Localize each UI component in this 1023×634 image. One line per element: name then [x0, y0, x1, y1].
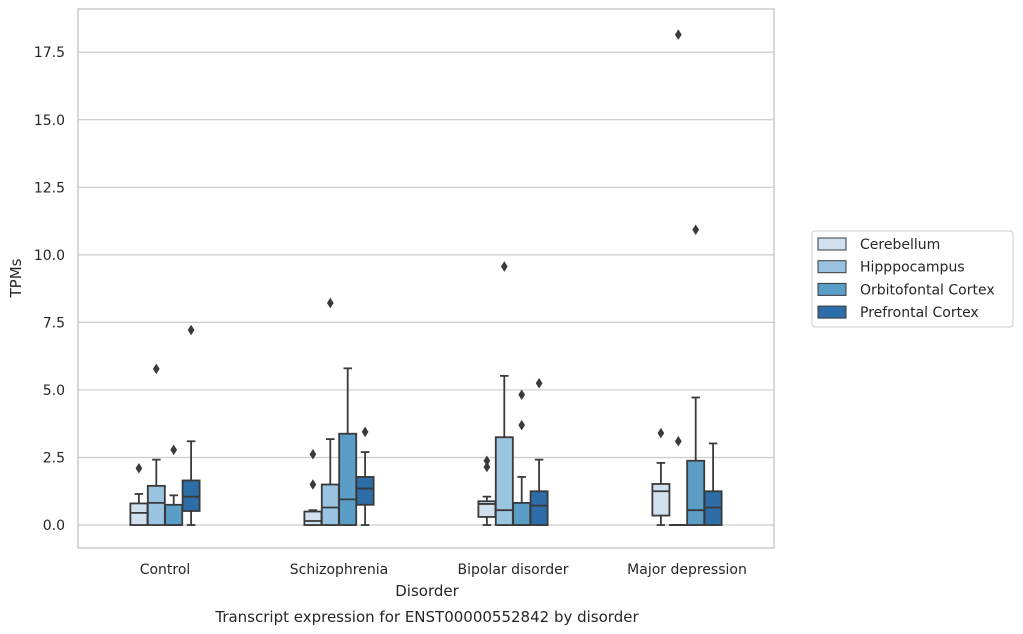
legend-label: Orbitofontal Cortex — [860, 282, 995, 298]
y-tick-label: 0.0 — [43, 518, 65, 534]
outlier-point — [535, 377, 543, 389]
box-iqr — [181, 479, 201, 512]
plot-frame — [77, 8, 775, 549]
outlier-point — [170, 444, 178, 456]
x-tick-label: Bipolar disorder — [457, 562, 568, 578]
y-tick-label: 2.5 — [43, 450, 65, 466]
box-iqr — [512, 501, 532, 526]
box-cerebellum — [651, 427, 671, 526]
box-iqr — [338, 432, 358, 526]
box-iqr — [129, 502, 149, 526]
box-orbitofontal-cortex — [164, 444, 184, 526]
box-iqr — [686, 459, 706, 526]
box-cerebellum — [477, 455, 497, 526]
box-cerebellum — [303, 448, 323, 526]
box-prefrontal-cortex — [529, 377, 549, 526]
box-cerebellum — [129, 463, 149, 526]
y-tick-label: 12.5 — [34, 180, 65, 196]
box-prefrontal-cortex — [355, 426, 375, 526]
box-iqr — [651, 483, 671, 517]
box-iqr — [303, 510, 323, 526]
box-orbitofontal-cortex — [686, 224, 706, 526]
outlier-point — [674, 29, 682, 40]
outlier-point — [674, 436, 682, 447]
outlier-point — [483, 461, 491, 473]
outlier-point — [518, 419, 526, 431]
y-tick-label: 15.0 — [34, 113, 65, 129]
outlier-point — [692, 224, 700, 235]
box-hipppocampus — [146, 363, 166, 526]
legend-swatch — [817, 282, 847, 296]
legend-frame — [811, 230, 1014, 328]
legend-label: Prefrontal Cortex — [860, 305, 979, 321]
box-hipppocampus — [494, 261, 514, 526]
legend-label: Hipppocampus — [860, 260, 965, 276]
chart-title: Transcript expression for ENST0000055284… — [214, 608, 639, 626]
outlier-point — [187, 324, 195, 336]
outlier-point — [518, 389, 526, 401]
legend-swatch — [817, 305, 847, 319]
y-tick-label: 10.0 — [34, 248, 65, 264]
gridlines — [78, 51, 774, 526]
outlier-point — [326, 297, 334, 309]
box-orbitofontal-cortex — [512, 389, 532, 526]
y-tick-label: 5.0 — [43, 383, 65, 399]
legend-label: Cerebellum — [860, 237, 940, 253]
outlier-point — [135, 463, 143, 474]
box-iqr — [494, 436, 514, 526]
outlier-point — [361, 426, 369, 438]
outlier-point — [309, 448, 317, 460]
legend: Cerebellum Hipppocampus Orbitofontal Corte… — [811, 230, 1014, 328]
y-axis-title: TPMs — [7, 258, 25, 298]
x-axis-ticks: Control Schizophrenia Bipolar disorder Majo… — [140, 562, 747, 578]
outlier-point — [309, 479, 317, 490]
legend-swatch — [817, 237, 847, 251]
outlier-point — [483, 455, 491, 466]
x-tick-label: Control — [140, 562, 191, 578]
y-tick-label: 17.5 — [34, 45, 65, 61]
box-orbitofontal-cortex — [338, 367, 358, 526]
box-hipppocampus — [320, 297, 340, 526]
y-tick-label: 7.5 — [43, 315, 65, 331]
box-iqr — [320, 483, 340, 526]
box-hipppocampus — [668, 29, 688, 526]
box-prefrontal-cortex — [703, 442, 723, 526]
outlier-point — [152, 363, 160, 375]
legend-swatch — [817, 260, 847, 274]
y-axis-ticks: 0.0 2.5 5.0 7.5 10.0 12.5 15.0 17.5 — [34, 45, 65, 534]
box-iqr — [164, 503, 184, 526]
box-iqr — [355, 476, 375, 506]
box-prefrontal-cortex — [181, 324, 201, 526]
outlier-point — [657, 427, 665, 439]
box-plot-area — [129, 29, 723, 526]
x-axis-title: Disorder — [395, 582, 459, 600]
outlier-point — [500, 261, 508, 272]
box-iqr — [529, 490, 549, 526]
x-tick-label: Major depression — [627, 562, 747, 578]
x-tick-label: Schizophrenia — [290, 562, 388, 578]
box-iqr — [146, 484, 166, 526]
